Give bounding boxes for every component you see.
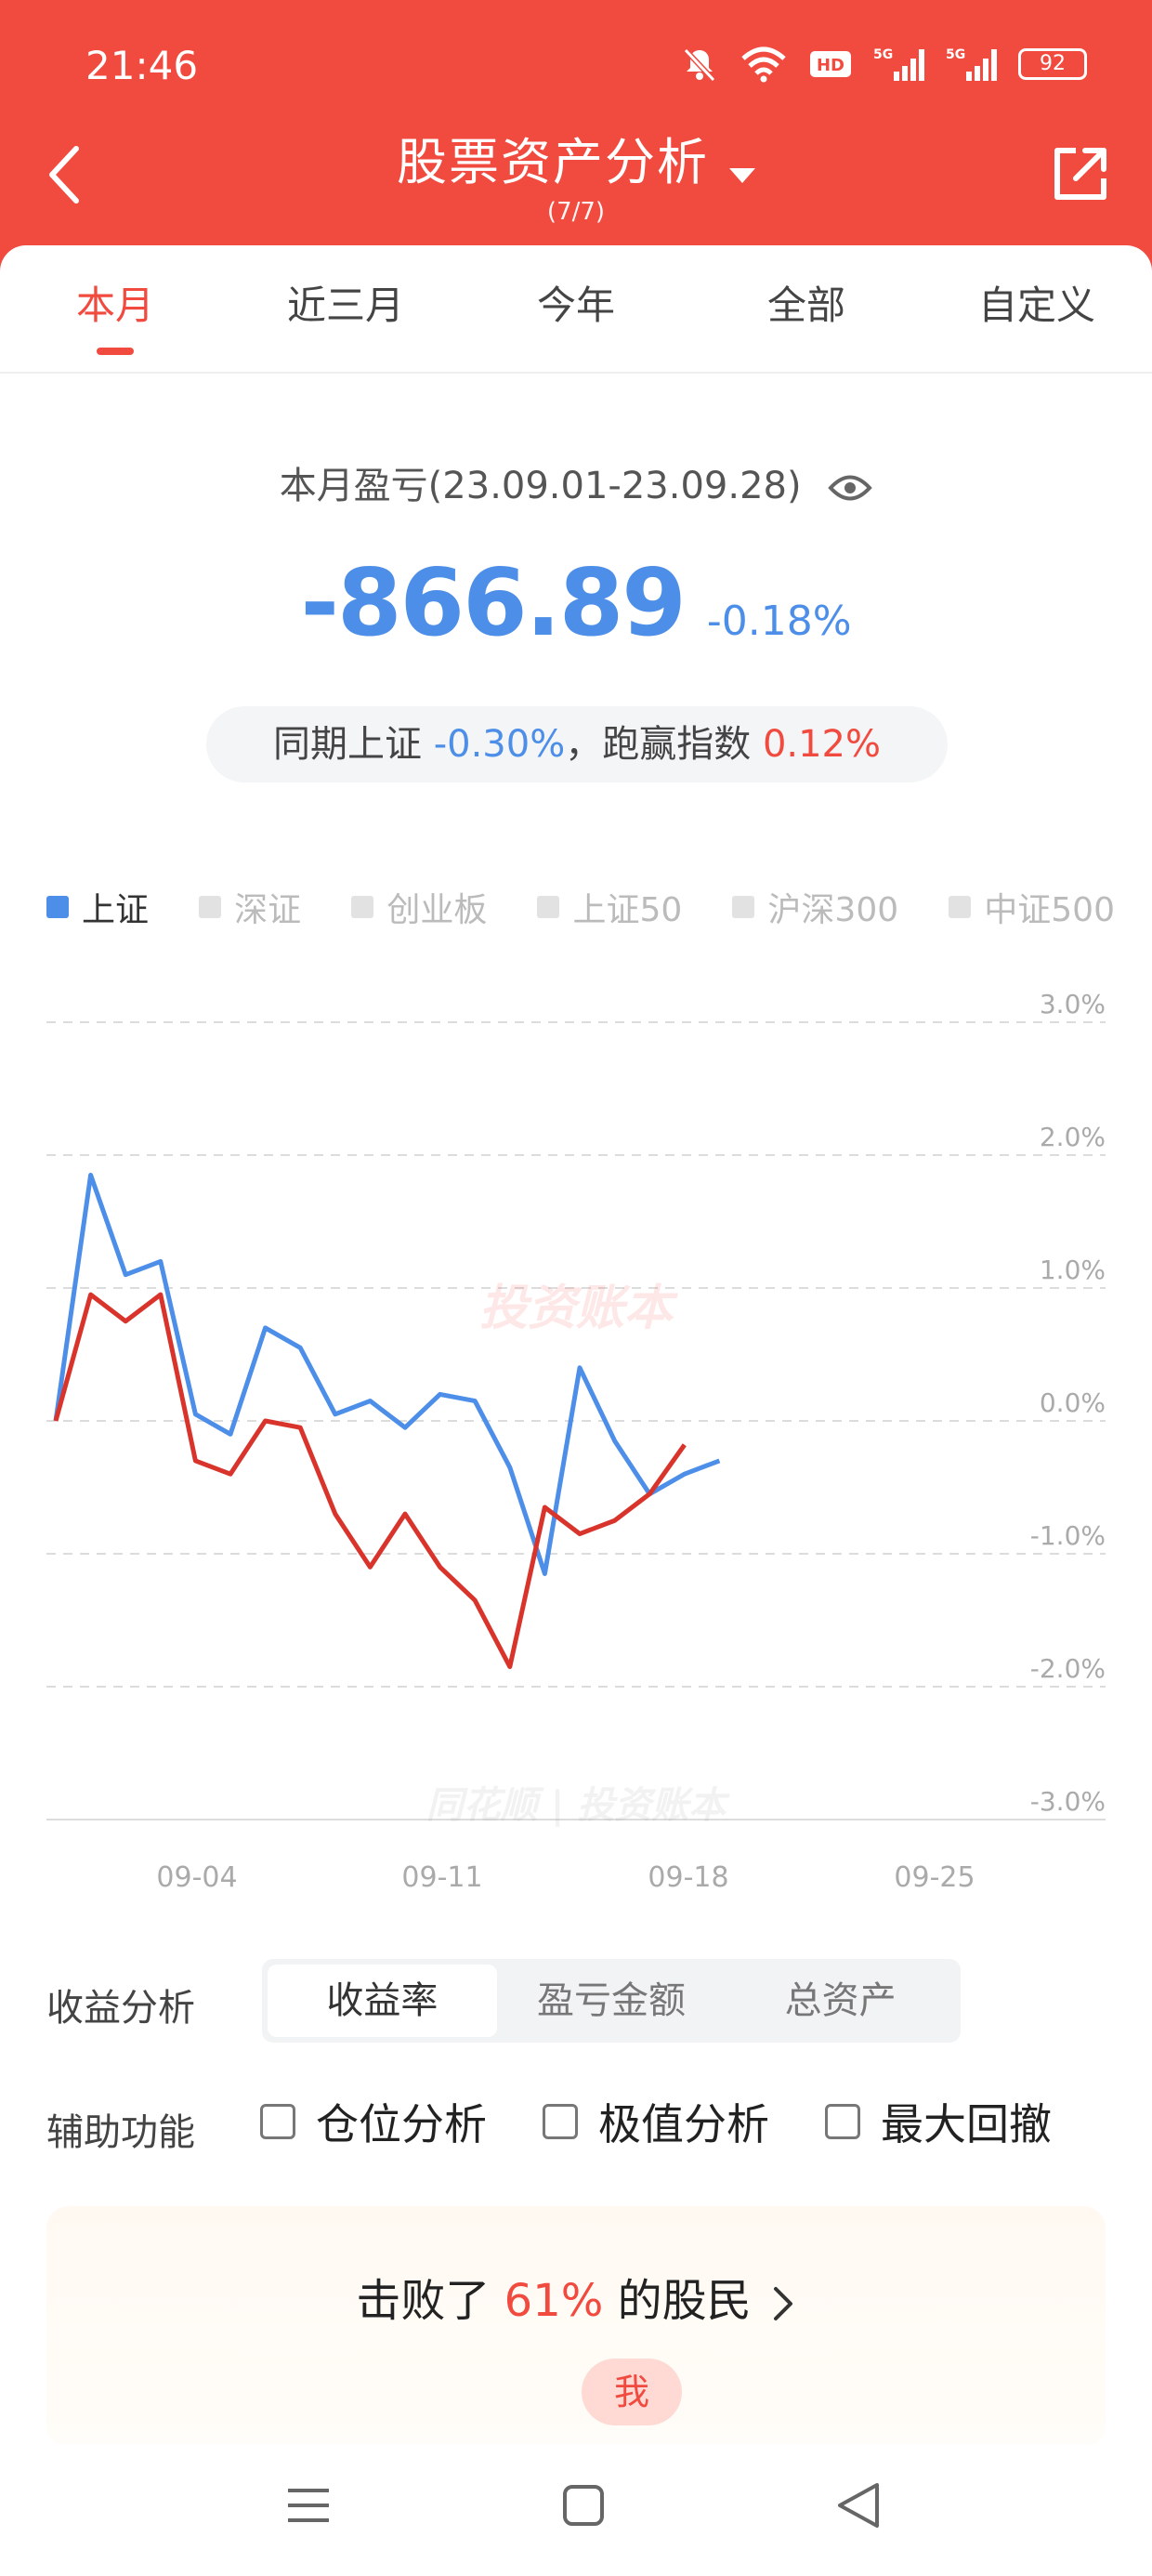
check-position-analysis[interactable]: 仓位分析	[260, 2091, 487, 2152]
mute-bell-icon	[683, 47, 716, 83]
check-max-drawdown[interactable]: 最大回撤	[825, 2091, 1052, 2152]
check-extreme-analysis[interactable]: 极值分析	[543, 2091, 769, 2152]
profit-analysis-label: 收益分析	[46, 1987, 195, 2030]
legend-swatch	[537, 896, 560, 918]
tab-this-year[interactable]: 今年	[536, 283, 615, 328]
x-tick-label: 09-18	[648, 1861, 728, 1894]
segment-pl-amount[interactable]: 盈亏金额	[537, 1979, 686, 2022]
battery-indicator: 92	[1018, 48, 1087, 80]
checkbox[interactable]	[825, 2104, 860, 2139]
compare-prefix: 同期上证	[272, 723, 422, 766]
nav-bar: 股票资产分析 (7/7)	[0, 112, 1152, 242]
tab-three-months[interactable]: 近三月	[286, 283, 404, 328]
aux-function-label: 辅助功能	[46, 2111, 195, 2154]
svg-text:5G: 5G	[946, 47, 965, 62]
y-tick-label: -3.0%	[1030, 1786, 1106, 1817]
return-line-chart[interactable]: 3.0% 2.0% 1.0% 0.0% -1.0% -2.0% -3.0% 投资账本 同花顺…	[0, 966, 1152, 1896]
status-icons: HD 5G 5G 92	[680, 45, 1087, 84]
profit-loss-value: -866.89	[300, 548, 686, 657]
index-legend: 上证 深证 创业板 上证50 沪深300 中证500	[46, 883, 1115, 931]
signal-5g-icon: 5G	[873, 47, 924, 81]
aux-checks: 仓位分析 极值分析 最大回撤	[260, 2091, 1052, 2152]
profit-loss-row: -866.89 -0.18%	[0, 548, 1152, 657]
status-time: 21:46	[85, 43, 199, 88]
chart-watermark: 投资账本	[479, 1281, 678, 1336]
menu-icon[interactable]	[288, 2489, 329, 2522]
profit-loss-rate: -0.18%	[706, 598, 852, 645]
back-triangle-icon[interactable]	[838, 2483, 879, 2528]
signal-5g-icon: 5G	[946, 47, 997, 81]
legend-hs300[interactable]: 沪深300	[732, 883, 898, 931]
page-title: 股票资产分析	[397, 133, 709, 191]
period-tabs: 本月 近三月 今年 全部 自定义	[0, 245, 1152, 374]
title-group[interactable]: 股票资产分析 (7/7)	[0, 121, 1152, 226]
system-nav-bar	[0, 2444, 1152, 2576]
share-icon[interactable]	[1048, 141, 1113, 206]
index-compare-pill: 同期上证 -0.30%，跑赢指数 0.12%	[206, 706, 948, 782]
metric-segment: 收益率 盈亏金额 总资产	[262, 1959, 961, 2043]
legend-swatch	[949, 896, 972, 918]
tab-all[interactable]: 全部	[766, 283, 845, 328]
legend-zz500[interactable]: 中证500	[949, 883, 1115, 931]
beat-text: 击败了 61% 的股民	[46, 2264, 1106, 2329]
tab-this-month[interactable]: 本月	[0, 245, 230, 372]
series-line-index	[53, 1172, 721, 1576]
eye-icon[interactable]	[828, 472, 873, 504]
chart-x-ticks: 09-04 09-11 09-18 09-25	[156, 1861, 975, 1894]
page-subtitle: (7/7)	[546, 198, 606, 226]
compare-beat-value: 0.12%	[762, 723, 882, 766]
beat-percent: 61%	[504, 2275, 604, 2327]
y-tick-label: -1.0%	[1030, 1520, 1106, 1551]
app-header: 21:46 HD 5G 5G	[0, 0, 1152, 279]
svg-text:5G: 5G	[873, 47, 893, 62]
segment-total-assets[interactable]: 总资产	[784, 1979, 897, 2022]
legend-sh[interactable]: 上证	[46, 883, 149, 931]
tab-underline	[97, 348, 134, 355]
svg-text:HD: HD	[817, 56, 844, 75]
beat-investors-card[interactable]: 击败了 61% 的股民	[46, 2206, 1106, 2448]
caret-down-icon	[729, 167, 755, 183]
segment-return-rate[interactable]: 收益率	[268, 1965, 497, 2037]
x-tick-label: 09-04	[156, 1861, 237, 1894]
legend-swatch	[351, 896, 374, 918]
chart-lines	[53, 1172, 721, 1670]
x-tick-label: 09-11	[401, 1861, 482, 1894]
me-badge: 我	[582, 2359, 682, 2425]
y-tick-label: 3.0%	[1040, 989, 1106, 1019]
wifi-icon	[741, 46, 786, 83]
series-line-mine	[53, 1292, 687, 1670]
chart-watermark-bottom: 同花顺 | 投资账本	[426, 1784, 730, 1828]
y-tick-label: -2.0%	[1030, 1653, 1106, 1684]
period-label: 本月盈亏(23.09.01-23.09.28)	[279, 465, 802, 507]
period-label-row: 本月盈亏(23.09.01-23.09.28)	[0, 455, 1152, 509]
home-icon[interactable]	[563, 2485, 604, 2526]
y-tick-label: 2.0%	[1040, 1122, 1106, 1152]
legend-swatch	[732, 896, 755, 918]
compare-sh-value: -0.30%	[433, 723, 566, 766]
checkbox[interactable]	[260, 2104, 295, 2139]
compare-mid: ，跑赢指数	[565, 723, 752, 766]
legend-swatch	[199, 896, 222, 918]
y-tick-label: 0.0%	[1040, 1387, 1106, 1418]
checkbox[interactable]	[543, 2104, 578, 2139]
chart-grid: 3.0% 2.0% 1.0% 0.0% -1.0% -2.0% -3.0%	[46, 989, 1106, 1820]
back-arrow-icon[interactable]	[37, 138, 93, 212]
legend-sz[interactable]: 深证	[199, 883, 301, 931]
tab-custom[interactable]: 自定义	[977, 283, 1095, 328]
x-tick-label: 09-25	[894, 1861, 975, 1894]
content-sheet: 本月 近三月 今年 全部 自定义	[0, 245, 1152, 2576]
legend-sh50[interactable]: 上证50	[537, 883, 682, 931]
chevron-right-icon	[773, 2287, 792, 2320]
hd-icon: HD	[810, 51, 851, 77]
legend-swatch	[46, 896, 69, 918]
y-tick-label: 1.0%	[1040, 1255, 1106, 1285]
legend-cyb[interactable]: 创业板	[351, 883, 487, 931]
